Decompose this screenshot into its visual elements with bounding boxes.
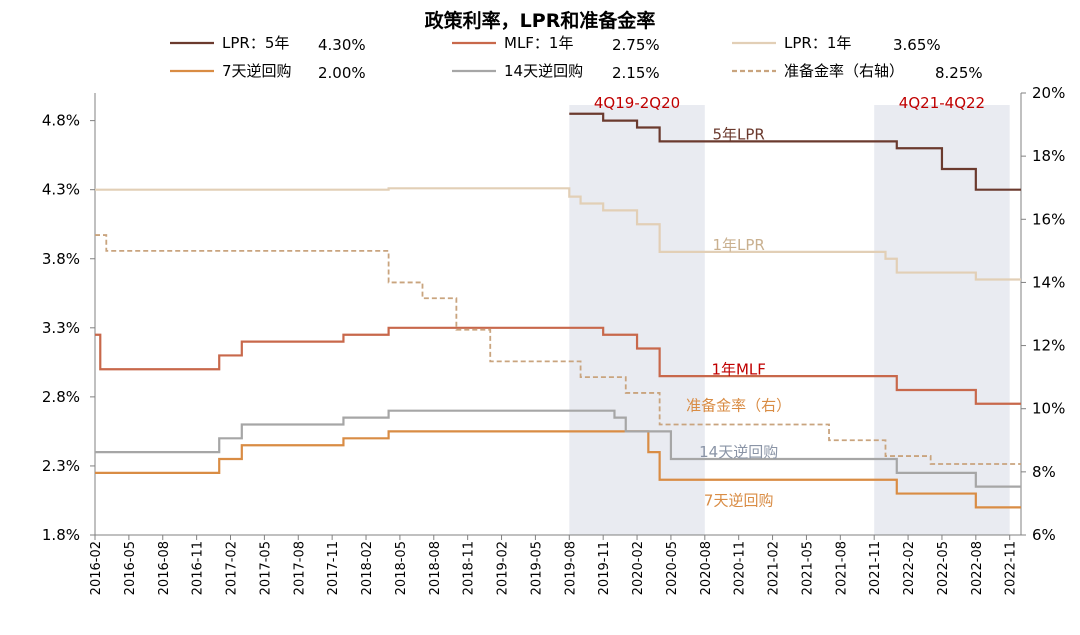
- y-right-tick-label: 20%: [1032, 84, 1065, 102]
- shaded-period-label: 4Q19-2Q20: [594, 94, 680, 112]
- y-left-tick-label: 4.8%: [42, 112, 80, 130]
- x-tick-label: 2022-05: [936, 541, 951, 595]
- x-tick-label: 2018-02: [360, 541, 375, 595]
- x-tick-label: 2022-02: [902, 541, 917, 595]
- y-right-tick-label: 12%: [1032, 337, 1065, 355]
- x-tick-label: 2021-11: [868, 541, 883, 595]
- legend-value: 8.25%: [935, 64, 983, 82]
- series-line-3: [95, 187, 1021, 281]
- x-tick-label: 2019-02: [496, 541, 511, 595]
- x-tick-label: 2016-05: [123, 541, 138, 595]
- series-label-3: 1年LPR: [712, 236, 764, 254]
- legend-label: 14天逆回购: [504, 62, 583, 80]
- legend-label: LPR：5年: [222, 34, 289, 52]
- chart-title: 政策利率，LPR和准备金率: [425, 9, 656, 32]
- legend-value: 2.00%: [318, 64, 366, 82]
- y-left-tick-label: 1.8%: [42, 526, 80, 544]
- y-left-tick-label: 3.3%: [42, 319, 80, 337]
- y-right-tick-label: 14%: [1032, 273, 1065, 291]
- series-lines: [95, 112, 1021, 509]
- shaded-period-1: [569, 105, 705, 535]
- series-line-5: [95, 409, 1021, 488]
- y-left-tick-label: 3.8%: [42, 250, 80, 268]
- shaded-period-label: 4Q21-4Q22: [899, 94, 985, 112]
- x-tick-label: 2017-08: [292, 541, 307, 595]
- x-tick-label: 2019-08: [563, 541, 578, 595]
- legend-label: 7天逆回购: [222, 62, 292, 80]
- x-tick-label: 2021-02: [767, 541, 782, 595]
- x-tick-label: 2018-08: [428, 541, 443, 595]
- series-label-2: 1年MLF: [711, 360, 765, 378]
- x-tick-label: 2016-11: [191, 541, 206, 595]
- y-right-tick-label: 18%: [1032, 147, 1065, 165]
- legend-value: 4.30%: [318, 36, 366, 54]
- y-left-tick-label: 2.3%: [42, 457, 80, 475]
- y-left-tick-label: 4.3%: [42, 181, 80, 199]
- legend: LPR：5年 4.30% MLF：1年 2.75% LPR：1年 3.65% 7天逆回购 2.…: [170, 34, 983, 82]
- y-right-tick-label: 10%: [1032, 400, 1065, 418]
- x-tick-label: 2021-08: [834, 541, 849, 595]
- y-right-tick-label: 8%: [1032, 463, 1056, 481]
- x-tick-label: 2016-02: [89, 541, 104, 595]
- x-tick-label: 2017-05: [258, 541, 273, 595]
- series-label-4: 7天逆回购: [704, 491, 774, 509]
- x-tick-label: 2018-11: [462, 541, 477, 595]
- legend-value: 2.15%: [612, 64, 660, 82]
- y-right-tick-label: 16%: [1032, 210, 1065, 228]
- x-tick-label: 2020-05: [665, 541, 680, 595]
- legend-label: LPR：1年: [784, 34, 851, 52]
- legend-value: 2.75%: [612, 36, 660, 54]
- series-label-5: 14天逆回购: [699, 443, 778, 461]
- series-line-4: [95, 430, 1021, 509]
- legend-label: 准备金率（右轴）: [784, 62, 904, 80]
- x-tick-label: 2021-05: [800, 541, 815, 595]
- series-label-6: 准备金率（右）: [686, 397, 791, 415]
- series-line-2: [95, 326, 1021, 405]
- x-tick-label: 2019-11: [597, 541, 612, 595]
- x-tick-label: 2018-05: [394, 541, 409, 595]
- series-line-6: [95, 234, 1021, 465]
- series-line-1: [569, 112, 1021, 191]
- x-tick-label: 2019-05: [529, 541, 544, 595]
- legend-value: 3.65%: [893, 36, 941, 54]
- x-tick-label: 2020-11: [733, 541, 748, 595]
- x-tick-label: 2020-08: [699, 541, 714, 595]
- x-tick-label: 2017-11: [326, 541, 341, 595]
- x-tick-label: 2020-02: [631, 541, 646, 595]
- y-right-tick-label: 6%: [1032, 526, 1056, 544]
- x-tick-label: 2022-11: [1004, 541, 1019, 595]
- x-tick-label: 2016-08: [157, 541, 172, 595]
- x-tick-label: 2017-02: [225, 541, 240, 595]
- y-left-tick-label: 2.8%: [42, 388, 80, 406]
- axes: 1.8% 2.3% 2.8% 3.3% 3.8% 4.3% 4.8% 6% 8% 10% 12% 14…: [42, 84, 1065, 595]
- x-tick-label: 2022-08: [970, 541, 985, 595]
- legend-label: MLF：1年: [504, 34, 573, 52]
- shaded-periods: 4Q19-2Q20 4Q21-4Q22: [569, 94, 1010, 535]
- series-label-1: 5年LPR: [712, 125, 764, 143]
